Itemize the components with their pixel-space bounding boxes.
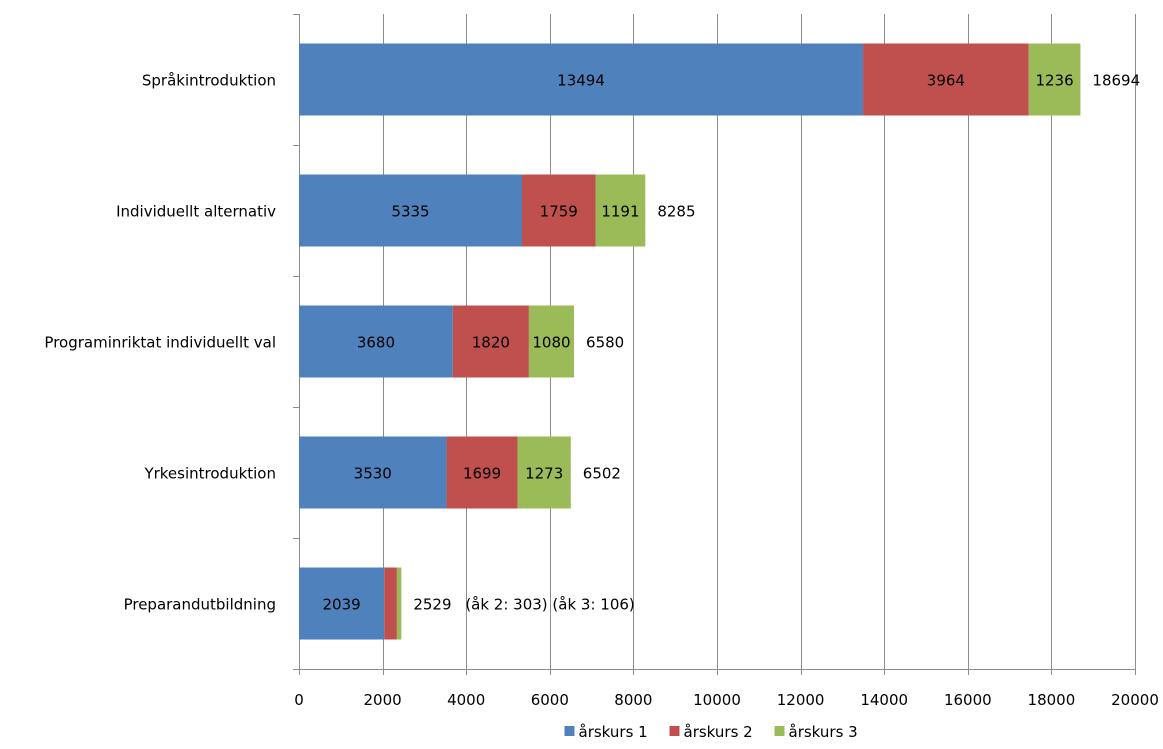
legend-label-arskurs-3: årskurs 3 bbox=[789, 723, 858, 741]
legend-swatch-arskurs-3 bbox=[774, 726, 785, 736]
bar-preparandutbildning-arskurs-1 bbox=[299, 567, 385, 640]
category-label-yrkesintroduktion: Yrkesintroduktion bbox=[143, 465, 276, 483]
value-tick-label-8000: 8000 bbox=[614, 691, 652, 709]
bar-yrkesintroduktion-arskurs-3 bbox=[517, 436, 571, 509]
data-label-sprakintroduktion-arskurs-1: 13494 bbox=[557, 72, 605, 90]
data-label-programinriktat-individuellt-val-arskurs-2: 1820 bbox=[472, 334, 510, 352]
category-axis bbox=[293, 14, 300, 670]
data-label-sprakintroduktion-arskurs-3: 1236 bbox=[1035, 72, 1073, 90]
value-tick-label-10000: 10000 bbox=[693, 691, 741, 709]
bar-programinriktat-individuellt-val-arskurs-1 bbox=[299, 305, 453, 378]
data-label-yrkesintroduktion-arskurs-1: 3530 bbox=[354, 465, 392, 483]
bar-programinriktat-individuellt-val-arskurs-2 bbox=[452, 305, 529, 378]
legend-swatch-arskurs-2 bbox=[669, 726, 680, 736]
bar-individuellt-alternativ-arskurs-2 bbox=[522, 174, 596, 247]
total-label-preparandutbildning: 2529 bbox=[413, 596, 451, 614]
value-tick-label-14000: 14000 bbox=[860, 691, 908, 709]
bar-individuellt-alternativ-arskurs-3 bbox=[595, 174, 646, 247]
data-label-individuellt-alternativ-arskurs-1: 5335 bbox=[391, 203, 429, 221]
legend-label-arskurs-2: årskurs 2 bbox=[684, 723, 753, 741]
value-tick-label-12000: 12000 bbox=[777, 691, 825, 709]
data-label-sprakintroduktion-arskurs-2: 3964 bbox=[927, 72, 965, 90]
data-label-yrkesintroduktion-arskurs-2: 1699 bbox=[463, 465, 501, 483]
legend-swatch-arskurs-1 bbox=[564, 726, 575, 736]
data-label-preparandutbildning-arskurs-1: 2039 bbox=[323, 596, 361, 614]
total-label-sprakintroduktion: 18694 bbox=[1092, 72, 1140, 90]
bars: 13494 3964 1236 18694 5335 1759 1191 8285 3680 18… bbox=[299, 43, 1140, 640]
data-label-individuellt-alternativ-arskurs-3: 1191 bbox=[601, 203, 639, 221]
value-axis: 0 2000 4000 6000 8000 10000 12000 14000 16000 180… bbox=[294, 669, 1159, 709]
category-labels: Språkintroduktion Individuellt alternativ… bbox=[44, 72, 276, 614]
total-label-yrkesintroduktion: 6502 bbox=[583, 465, 621, 483]
category-label-sprakintroduktion: Språkintroduktion bbox=[142, 72, 276, 90]
category-label-individuellt-alternativ: Individuellt alternativ bbox=[116, 203, 276, 221]
category-label-preparandutbildning: Preparandutbildning bbox=[124, 596, 276, 614]
total-label-programinriktat-individuellt-val: 6580 bbox=[586, 334, 624, 352]
bar-sprakintroduktion-arskurs-1 bbox=[299, 43, 864, 116]
legend: årskurs 1 årskurs 2 årskurs 3 bbox=[564, 723, 858, 741]
value-tick-label-6000: 6000 bbox=[531, 691, 569, 709]
legend-label-arskurs-1: årskurs 1 bbox=[579, 723, 648, 741]
category-label-programinriktat-individuellt-val: Programinriktat individuellt val bbox=[44, 334, 276, 352]
value-tick-label-18000: 18000 bbox=[1028, 691, 1076, 709]
value-tick-label-16000: 16000 bbox=[944, 691, 992, 709]
bar-sprakintroduktion-arskurs-2 bbox=[863, 43, 1029, 116]
data-label-yrkesintroduktion-arskurs-3: 1273 bbox=[525, 465, 563, 483]
bar-programinriktat-individuellt-val-arskurs-3 bbox=[528, 305, 575, 378]
value-tick-label-2000: 2000 bbox=[364, 691, 402, 709]
bar-individuellt-alternativ-arskurs-1 bbox=[299, 174, 523, 247]
value-tick-label-0: 0 bbox=[294, 691, 304, 709]
bar-yrkesintroduktion-arskurs-2 bbox=[446, 436, 518, 509]
bar-sprakintroduktion-arskurs-3 bbox=[1028, 43, 1081, 116]
value-tick-label-20000: 20000 bbox=[1111, 691, 1159, 709]
gridlines bbox=[383, 14, 1136, 669]
bar-yrkesintroduktion-arskurs-1 bbox=[299, 436, 447, 509]
data-label-programinriktat-individuellt-val-arskurs-3: 1080 bbox=[532, 334, 570, 352]
value-tick-label-4000: 4000 bbox=[447, 691, 485, 709]
data-label-programinriktat-individuellt-val-arskurs-1: 3680 bbox=[357, 334, 395, 352]
bar-preparandutbildning-arskurs-2 bbox=[384, 567, 397, 640]
total-label-individuellt-alternativ: 8285 bbox=[657, 203, 695, 221]
bar-preparandutbildning-arskurs-3 bbox=[396, 567, 402, 640]
annotation-preparandutbildning: (åk 2: 303) (åk 3: 106) bbox=[465, 596, 634, 614]
data-label-individuellt-alternativ-arskurs-2: 1759 bbox=[540, 203, 578, 221]
